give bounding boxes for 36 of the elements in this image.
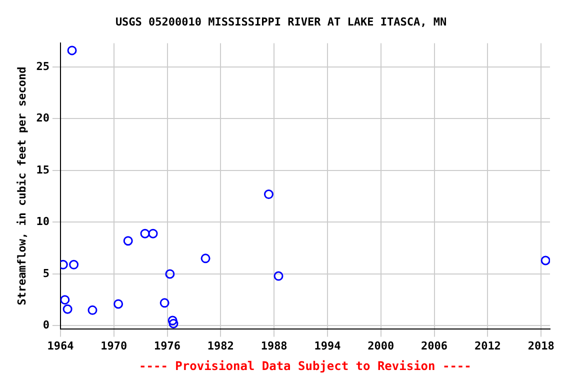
point [274, 271, 284, 281]
y-tick-label: 25 [36, 60, 50, 73]
point [168, 318, 178, 328]
y-tick-label: 10 [36, 215, 50, 228]
point [140, 228, 150, 238]
x-tick-label: 2006 [421, 339, 448, 352]
x-tick-label: 1970 [100, 339, 128, 352]
point [160, 298, 170, 308]
point [60, 295, 70, 305]
y-tick-label: 15 [36, 163, 50, 176]
chart-title: USGS 05200010 MISSISSIPPI RIVER AT LAKE ITASCA, MN [115, 15, 447, 28]
point [88, 305, 98, 315]
x-tick-label: 2000 [368, 339, 394, 352]
point [148, 228, 158, 238]
point [264, 190, 274, 200]
point [62, 304, 72, 314]
point [540, 256, 550, 266]
x-tick-label: 1994 [314, 339, 342, 352]
point [165, 269, 175, 279]
y-axis-title: Streamflow, in cubic feet per second [15, 66, 28, 306]
y-tick-label: 0 [42, 318, 50, 332]
y-tick-label: 20 [36, 112, 50, 125]
x-tick-label: 1976 [154, 339, 181, 352]
x-tick-label: 1988 [260, 339, 288, 352]
y-tick-label: 5 [42, 266, 50, 280]
point [200, 254, 210, 264]
point [123, 236, 133, 246]
x-tick-label: 2018 [528, 339, 554, 352]
point [69, 260, 79, 270]
x-tick-label: 1964 [47, 339, 74, 352]
point [114, 299, 124, 309]
point [67, 46, 77, 56]
x-tick-label: 1982 [207, 339, 234, 352]
text: ---- Provisional Data Subject to Revision ---- [139, 359, 472, 373]
x-tick-label: 2012 [474, 339, 501, 352]
point [168, 316, 178, 326]
